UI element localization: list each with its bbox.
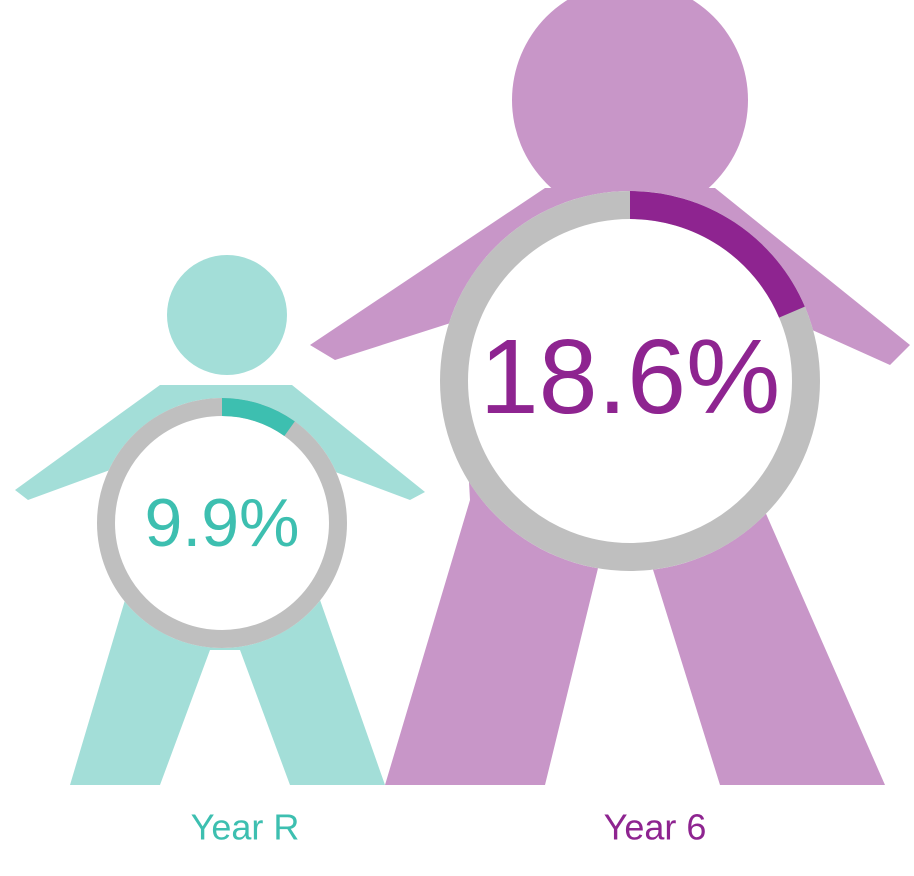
donut-hole	[97, 398, 347, 648]
value-label: 9.9%	[145, 485, 300, 561]
donut-segment	[629, 191, 805, 318]
category-label: Year 6	[604, 807, 707, 848]
value-label: 18.6%	[480, 318, 781, 436]
donut-hole	[440, 191, 820, 571]
donut-segment	[221, 398, 295, 437]
category-label: Year R	[191, 807, 300, 848]
figure-head	[167, 255, 287, 375]
figure-head	[512, 0, 748, 218]
